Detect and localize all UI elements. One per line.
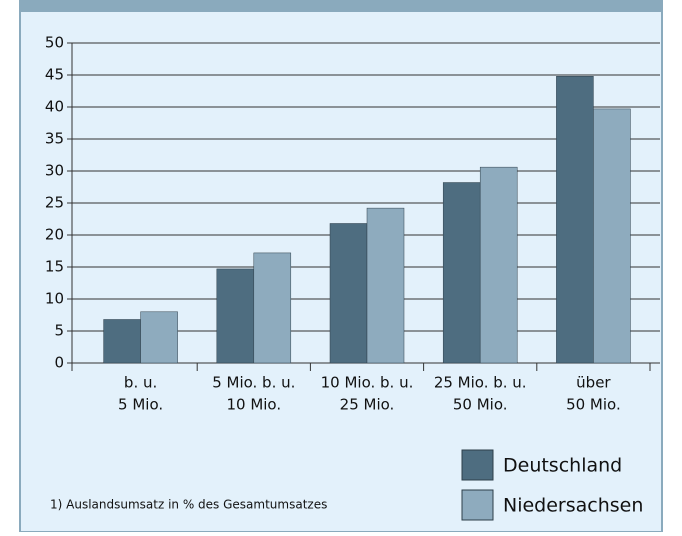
bar bbox=[253, 252, 292, 364]
x-tick-label: über bbox=[576, 374, 611, 392]
legend-label: Niedersachsen bbox=[503, 495, 643, 517]
bar bbox=[479, 166, 518, 364]
y-tick-label: 25 bbox=[45, 194, 64, 212]
y-tick-label: 20 bbox=[45, 226, 64, 244]
x-tick-label: 50 Mio. bbox=[566, 396, 621, 414]
top-band bbox=[20, 0, 662, 12]
x-tick-label: b. u. bbox=[124, 374, 157, 392]
legend-swatch bbox=[461, 489, 494, 521]
footnote: 1) Auslandsumsatz in % des Gesamtumsatze… bbox=[50, 498, 327, 512]
y-tick-label: 0 bbox=[54, 354, 64, 372]
x-tick-label: 5 Mio. bbox=[118, 396, 163, 414]
y-tick-label: 35 bbox=[45, 130, 64, 148]
x-tick-label: 10 Mio. bbox=[226, 396, 281, 414]
bar bbox=[103, 319, 141, 364]
y-tick-label: 50 bbox=[45, 34, 64, 52]
bar bbox=[366, 207, 405, 364]
x-tick-label: 25 Mio. bbox=[340, 396, 395, 414]
x-tick-label: 25 Mio. b. u. bbox=[434, 374, 527, 392]
x-tick-label: 50 Mio. bbox=[453, 396, 508, 414]
y-tick-label: 5 bbox=[54, 322, 64, 340]
bar bbox=[329, 223, 368, 364]
bar bbox=[442, 182, 481, 364]
y-tick-label: 40 bbox=[45, 98, 64, 116]
y-tick-label: 10 bbox=[45, 290, 64, 308]
bar bbox=[216, 268, 255, 364]
bar bbox=[556, 76, 594, 364]
y-tick-label: 15 bbox=[45, 258, 64, 276]
bar bbox=[593, 108, 631, 364]
legend-swatch bbox=[461, 449, 494, 481]
y-tick-label: 45 bbox=[45, 66, 64, 84]
x-tick-label: 5 Mio. b. u. bbox=[212, 374, 295, 392]
legend-label: Deutschland bbox=[503, 455, 622, 477]
x-tick-label: 10 Mio. b. u. bbox=[321, 374, 414, 392]
y-tick-label: 30 bbox=[45, 162, 64, 180]
bar bbox=[140, 311, 178, 364]
